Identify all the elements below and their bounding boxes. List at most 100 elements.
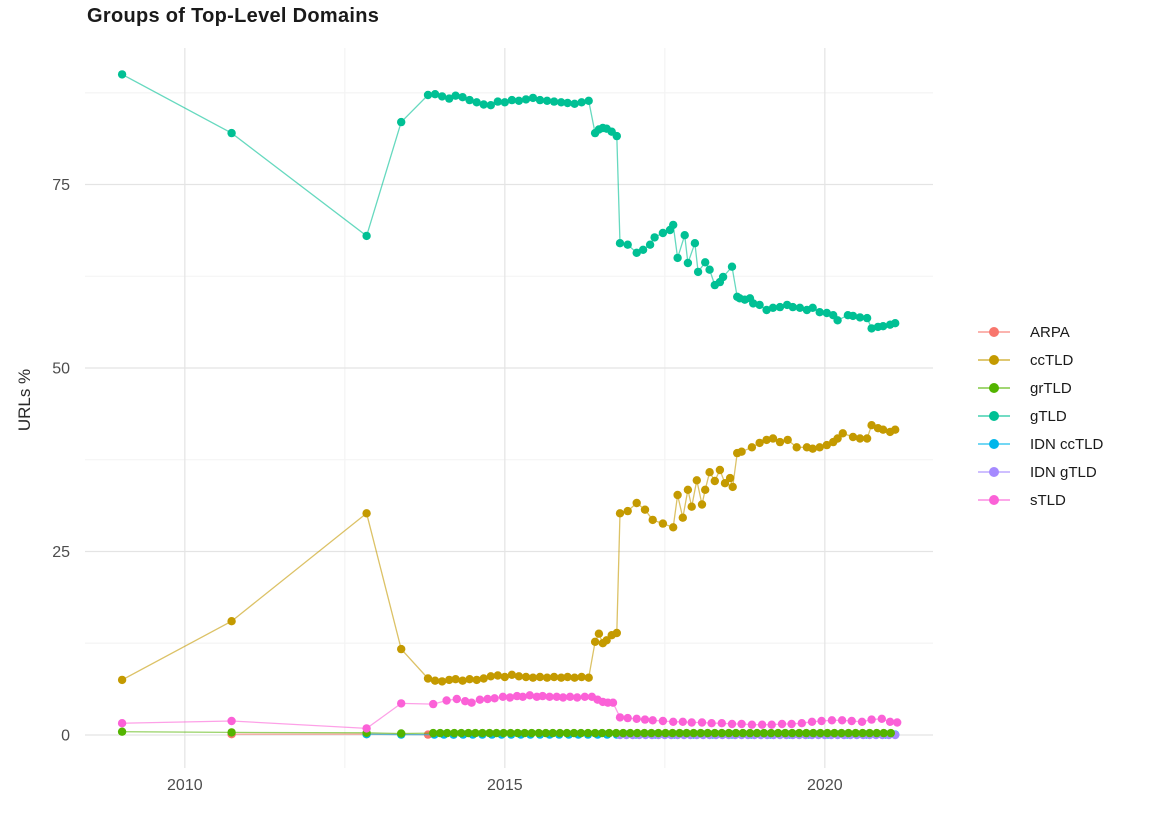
data-point xyxy=(362,724,371,733)
data-point xyxy=(590,728,600,738)
data-point xyxy=(886,728,895,738)
data-point xyxy=(838,429,847,438)
data-point xyxy=(436,728,445,738)
data-point xyxy=(557,98,566,107)
data-point xyxy=(485,728,494,738)
data-point xyxy=(565,692,575,701)
data-point xyxy=(227,728,236,737)
data-point xyxy=(423,674,433,683)
legend-item-grtld: grTLD xyxy=(978,378,1103,398)
legend-key-icon xyxy=(978,490,1010,510)
data-point xyxy=(867,324,876,333)
data-point xyxy=(872,728,881,738)
data-point xyxy=(633,728,642,738)
data-point xyxy=(528,93,538,103)
data-point xyxy=(640,715,650,724)
data-point xyxy=(822,440,831,450)
data-point xyxy=(654,728,663,738)
data-point xyxy=(584,673,593,682)
data-point xyxy=(563,672,572,682)
data-point xyxy=(632,248,641,257)
data-point xyxy=(117,70,127,79)
data-point xyxy=(795,303,805,312)
data-point xyxy=(738,728,748,738)
data-point xyxy=(867,421,876,430)
data-point xyxy=(619,728,628,738)
data-point xyxy=(815,443,824,452)
y-tick-label: 50 xyxy=(52,361,70,378)
data-point xyxy=(775,302,785,312)
data-point xyxy=(658,716,668,726)
data-point xyxy=(788,302,797,312)
data-point xyxy=(632,498,641,508)
data-point xyxy=(682,728,691,738)
data-point xyxy=(817,716,826,726)
data-point xyxy=(632,714,641,723)
data-point xyxy=(602,636,611,645)
data-point xyxy=(445,675,454,685)
data-point xyxy=(597,728,607,738)
data-point xyxy=(362,509,371,518)
x-tick-label: 2020 xyxy=(807,777,843,794)
legend-item-gtld: gTLD xyxy=(978,406,1103,426)
legend-key-icon xyxy=(978,406,1010,426)
legend-label: IDN gTLD xyxy=(1030,463,1097,481)
data-point xyxy=(731,728,741,738)
y-tick-label: 75 xyxy=(52,177,70,194)
data-point xyxy=(669,717,678,726)
data-point xyxy=(858,728,867,738)
data-point xyxy=(781,728,790,738)
data-point xyxy=(678,513,687,522)
data-point xyxy=(755,438,764,448)
data-point xyxy=(117,727,127,736)
data-point xyxy=(879,728,888,738)
data-point xyxy=(837,716,847,725)
data-point xyxy=(573,693,582,702)
data-point xyxy=(891,319,900,328)
data-point xyxy=(690,239,700,248)
data-point xyxy=(577,672,586,682)
data-point xyxy=(737,719,746,729)
data-point xyxy=(865,728,874,738)
y-tick-label: 0 xyxy=(61,727,70,744)
series-cctld xyxy=(117,421,900,686)
legend-item-idn-cctld: IDN ccTLD xyxy=(978,434,1103,454)
legend-label: gTLD xyxy=(1030,407,1067,425)
series-grtld xyxy=(117,727,895,738)
data-point xyxy=(542,673,552,682)
data-point xyxy=(451,91,460,100)
data-point xyxy=(696,728,705,738)
data-point xyxy=(471,728,480,738)
data-point xyxy=(749,299,758,308)
data-point xyxy=(752,728,762,738)
data-point xyxy=(809,728,818,738)
data-point xyxy=(692,476,701,485)
data-point xyxy=(718,272,728,282)
data-point xyxy=(623,240,632,249)
data-point xyxy=(705,265,714,274)
data-point xyxy=(528,673,538,682)
data-point xyxy=(580,692,589,701)
data-point xyxy=(525,691,534,700)
legend-item-arpa: ARPA xyxy=(978,322,1103,342)
data-point xyxy=(500,672,509,682)
data-point xyxy=(475,695,485,704)
legend-label: ccTLD xyxy=(1030,351,1074,369)
data-point xyxy=(461,697,470,706)
data-point xyxy=(521,672,531,682)
data-point xyxy=(562,728,572,738)
data-point xyxy=(683,485,693,494)
data-point xyxy=(490,694,499,703)
series-line xyxy=(121,73,896,330)
data-point xyxy=(797,719,806,728)
data-point xyxy=(493,97,502,106)
data-point xyxy=(465,95,474,105)
data-point xyxy=(534,728,543,738)
data-point xyxy=(397,699,406,708)
data-point xyxy=(467,698,476,707)
legend-item-stld: sTLD xyxy=(978,490,1103,510)
data-point xyxy=(227,716,236,726)
data-point xyxy=(878,425,888,434)
data-point xyxy=(669,220,678,230)
data-point xyxy=(557,673,566,682)
